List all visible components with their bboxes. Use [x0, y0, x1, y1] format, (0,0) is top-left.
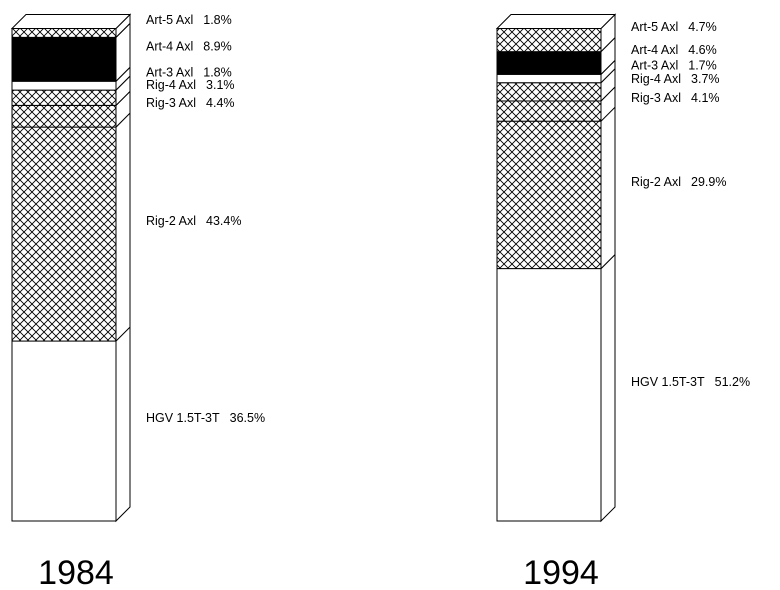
segment-label: HGV 1.5T-3T 36.5%	[146, 411, 265, 425]
value-label: 8.9%	[203, 40, 232, 54]
segment-label: Rig-3 Axl 4.4%	[146, 97, 235, 111]
segment-label: Art-3 Axl 1.7%	[631, 59, 717, 73]
segment-label: Art-3 Axl 1.8%	[146, 66, 232, 80]
bar-segment	[496, 268, 602, 522]
value-label: 1.8%	[203, 66, 232, 80]
series-name: Art-3 Axl	[146, 66, 193, 80]
bar-segment	[496, 27, 602, 53]
bar-side	[600, 253, 616, 523]
bar-segment	[11, 27, 117, 38]
bar-segment	[11, 340, 117, 522]
category-label: 1984	[38, 554, 114, 590]
segment-label: Rig-3 Axl 4.1%	[631, 91, 720, 105]
series-name: Art-5 Axl	[631, 20, 678, 34]
bar-segment	[11, 80, 117, 91]
segment-label: Rig-4 Axl 3.7%	[631, 72, 720, 86]
value-label: 4.1%	[691, 91, 720, 105]
series-name: Rig-3 Axl	[631, 91, 681, 105]
bar-segment	[496, 120, 602, 270]
bar-side	[600, 105, 616, 270]
category-label: 1994	[523, 554, 599, 590]
bar-side	[115, 111, 131, 343]
bar-segment	[496, 51, 602, 75]
value-label: 4.7%	[688, 20, 717, 34]
bar-segment	[11, 89, 117, 106]
bar-segment	[496, 82, 602, 102]
series-name: HGV 1.5T-3T	[631, 375, 705, 389]
value-label: 29.9%	[691, 175, 726, 189]
bar-segment	[11, 126, 117, 342]
segment-label: HGV 1.5T-3T 51.2%	[631, 375, 750, 389]
value-label: 43.4%	[206, 214, 241, 228]
bar-top	[10, 13, 132, 29]
segment-label: Art-4 Axl 8.9%	[146, 40, 232, 54]
series-name: HGV 1.5T-3T	[146, 411, 220, 425]
segment-label: Art-5 Axl 1.8%	[146, 13, 232, 27]
series-name: Art-4 Axl	[631, 43, 678, 57]
segment-label: Rig-2 Axl 29.9%	[631, 175, 726, 189]
series-name: Art-5 Axl	[146, 13, 193, 27]
value-label: 36.5%	[230, 411, 265, 425]
series-name: Rig-4 Axl	[146, 78, 196, 92]
series-name: Art-3 Axl	[631, 59, 678, 73]
segment-label: Art-4 Axl 4.6%	[631, 43, 717, 57]
series-name: Art-4 Axl	[146, 40, 193, 54]
value-label: 1.8%	[203, 13, 232, 27]
value-label: 4.4%	[206, 97, 235, 111]
segment-label: Rig-4 Axl 3.1%	[146, 78, 235, 92]
segment-label: Art-5 Axl 4.7%	[631, 20, 717, 34]
series-name: Rig-2 Axl	[146, 214, 196, 228]
series-name: Rig-3 Axl	[146, 97, 196, 111]
bar-segment	[11, 104, 117, 128]
bar-top	[495, 13, 617, 29]
value-label: 3.7%	[691, 72, 720, 86]
bar-segment	[11, 36, 117, 82]
value-label: 1.7%	[688, 59, 717, 73]
series-name: Rig-2 Axl	[631, 175, 681, 189]
value-label: 4.6%	[688, 43, 717, 57]
series-name: Rig-4 Axl	[631, 72, 681, 86]
value-label: 3.1%	[206, 78, 235, 92]
value-label: 51.2%	[715, 375, 750, 389]
bar-segment	[496, 100, 602, 122]
bar-side	[115, 325, 131, 523]
segment-label: Rig-2 Axl 43.4%	[146, 214, 241, 228]
bar-segment	[496, 73, 602, 84]
